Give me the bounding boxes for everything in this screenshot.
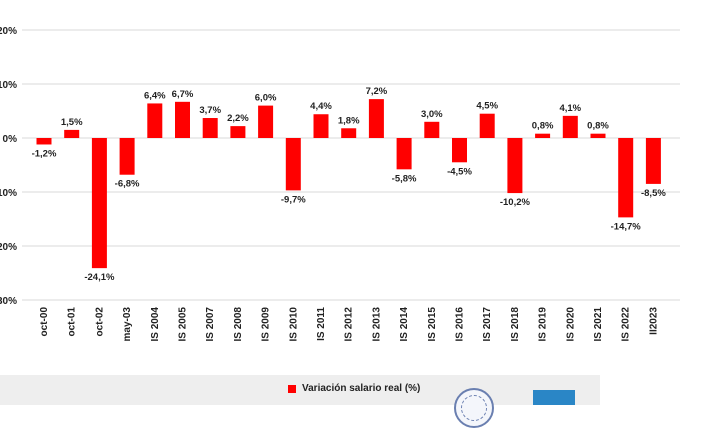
data-label: -6,8% — [115, 179, 140, 190]
bar — [341, 128, 357, 138]
bar — [645, 138, 661, 184]
data-label: 7,2% — [366, 86, 388, 97]
x-tick-label: IS 2004 — [150, 307, 161, 342]
bar — [507, 138, 523, 194]
legend-label: Variación salario real (%) — [302, 383, 421, 394]
legend-band — [0, 375, 600, 405]
bar — [396, 138, 412, 170]
data-label: -10,2% — [500, 197, 531, 208]
x-tick-label: IS 2019 — [538, 307, 549, 342]
data-label: 4,5% — [476, 101, 498, 112]
x-tick-label: IS 2009 — [261, 307, 272, 342]
y-axis-ticks: 20% 10% 0% -10% -20% -30% — [0, 26, 17, 307]
bar — [479, 113, 495, 138]
x-tick-label: oct-00 — [39, 307, 50, 337]
bar — [562, 115, 578, 138]
data-label: 6,4% — [144, 90, 166, 101]
bar — [175, 101, 190, 138]
x-tick-label: may-03 — [122, 307, 133, 342]
institution-seal-icon — [454, 388, 494, 428]
bar — [618, 138, 634, 218]
x-tick-label: IS 2016 — [455, 307, 466, 342]
data-label: 1,8% — [338, 115, 360, 126]
y-tick-label: 10% — [0, 80, 17, 91]
bar — [535, 133, 551, 138]
data-label: 4,1% — [559, 103, 581, 114]
bar — [202, 118, 218, 138]
data-label: 0,8% — [587, 121, 609, 132]
bars — [36, 99, 661, 269]
data-label: 0,8% — [532, 121, 554, 132]
x-tick-label: IS 2015 — [427, 307, 438, 342]
x-tick-label: IS 2011 — [316, 307, 327, 341]
x-tick-label: IS 2018 — [510, 307, 521, 342]
data-label: -14,7% — [611, 221, 642, 232]
y-tick-label: 20% — [0, 26, 17, 37]
data-label: 3,0% — [421, 109, 443, 120]
bar — [424, 121, 440, 138]
bar — [119, 138, 135, 175]
x-tick-label: IS 2021 — [593, 307, 604, 342]
x-tick-label: IS 2022 — [621, 307, 632, 342]
x-tick-label: oct-02 — [94, 307, 105, 337]
legend-swatch — [288, 384, 296, 393]
data-label: 4,4% — [310, 101, 332, 112]
bar — [590, 133, 606, 138]
x-tick-label: IS 2008 — [233, 307, 244, 342]
bar — [313, 114, 329, 138]
bar — [452, 138, 467, 163]
data-label: 1,5% — [61, 117, 83, 128]
bar — [64, 129, 80, 138]
x-tick-label: II2023 — [648, 307, 659, 335]
data-label: -24,1% — [84, 272, 115, 283]
bar — [36, 138, 52, 145]
bar — [285, 138, 301, 191]
x-tick-label: IS 2007 — [205, 307, 216, 342]
x-tick-label: IS 2020 — [565, 307, 576, 342]
x-tick-label: IS 2014 — [399, 307, 410, 342]
data-label: -5,8% — [392, 173, 417, 184]
x-axis-ticks: oct-00 oct-01 oct-02 may-03 IS 2004 IS 2005 IS… — [39, 307, 659, 342]
y-tick-label: -30% — [0, 296, 17, 307]
data-labels: -1,2% 1,5% -24,1% -6,8% 6,4% 6,7% 3,7% 2,2% 6,0%… — [32, 86, 667, 283]
x-tick-label: IS 2005 — [178, 307, 189, 342]
y-tick-label: -10% — [0, 188, 17, 199]
bar — [147, 103, 163, 138]
bar — [368, 99, 384, 138]
y-tick-label: 0% — [3, 134, 18, 145]
data-label: 3,7% — [199, 105, 221, 116]
data-label: -1,2% — [32, 148, 57, 159]
bar — [258, 105, 274, 138]
x-tick-label: IS 2017 — [482, 307, 493, 342]
chart-canvas: 20% 10% 0% -10% -20% -30% -1,2% 1,5% -24,1% -6,8… — [0, 26, 680, 342]
data-label: 6,7% — [172, 89, 194, 100]
blue-logo-icon — [533, 390, 575, 405]
x-tick-label: IS 2012 — [344, 307, 355, 342]
data-label: 6,0% — [255, 93, 277, 104]
data-label: -9,7% — [281, 194, 306, 205]
data-label: -4,5% — [447, 166, 472, 177]
bar — [91, 138, 107, 269]
data-label: 2,2% — [227, 113, 249, 124]
bar — [230, 126, 246, 138]
legend: Variación salario real (%) — [288, 383, 420, 394]
x-tick-label: IS 2010 — [288, 307, 299, 342]
x-tick-label: IS 2013 — [371, 307, 382, 342]
y-tick-label: -20% — [0, 242, 17, 253]
data-label: -8,5% — [641, 188, 666, 199]
x-tick-label: oct-01 — [67, 307, 78, 337]
